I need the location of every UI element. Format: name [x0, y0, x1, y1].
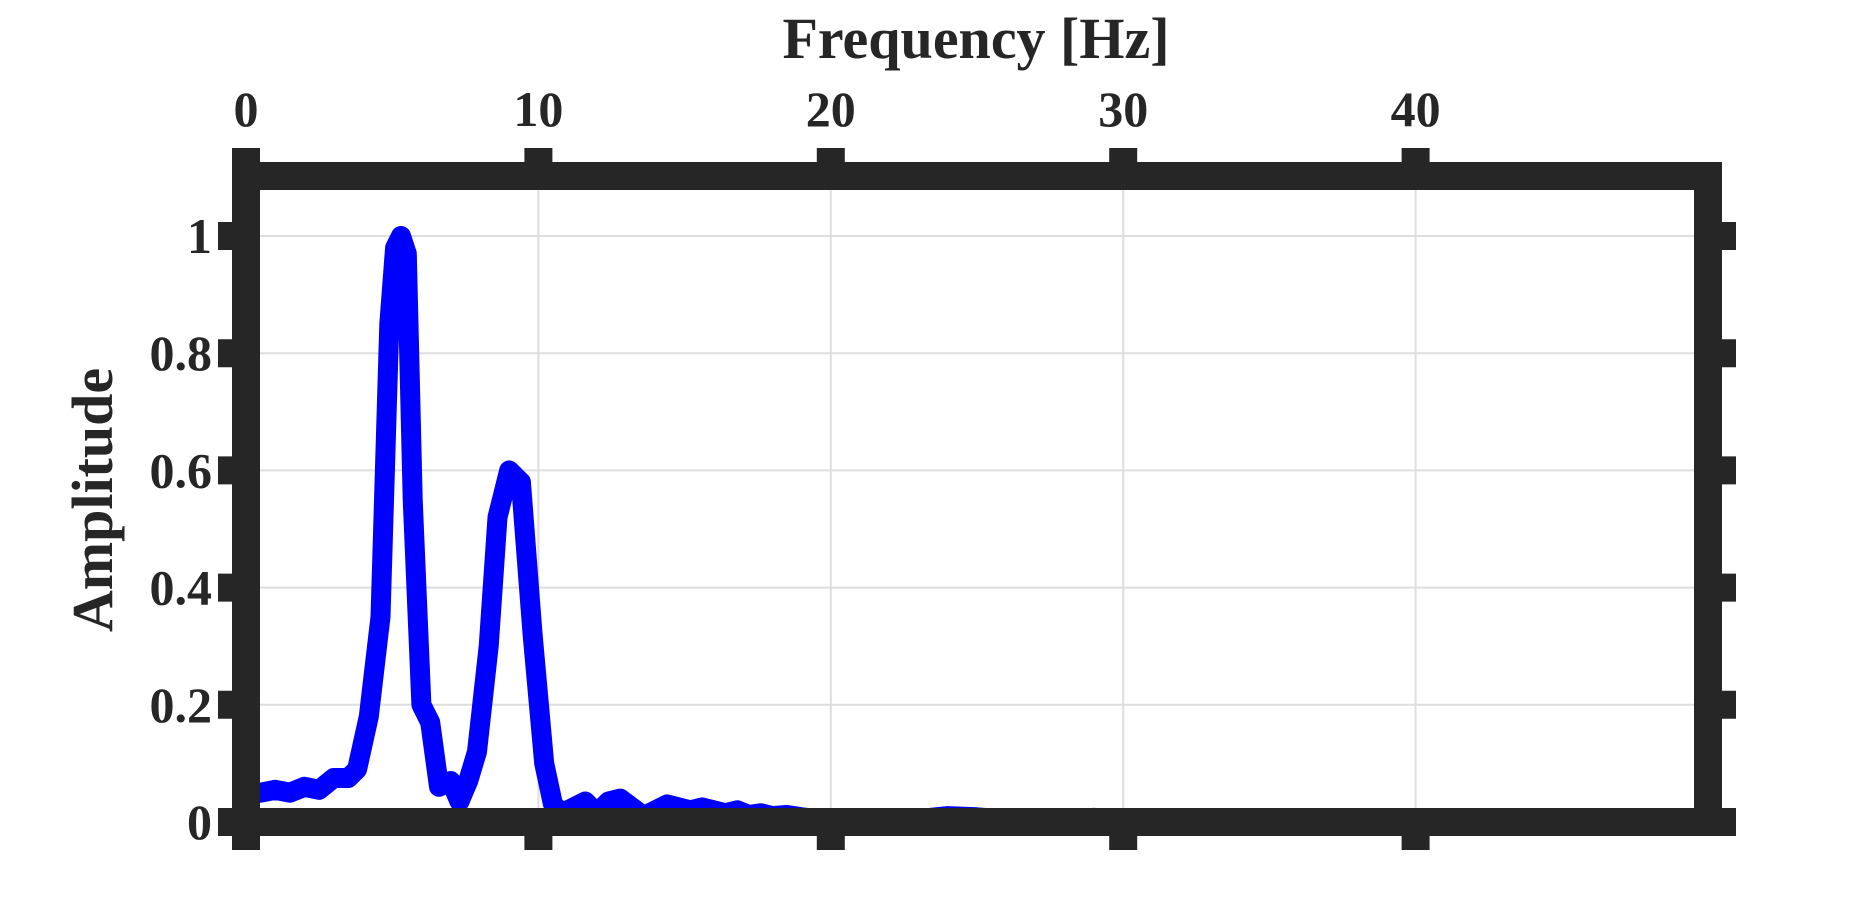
x-tick-label-0: 0: [234, 81, 259, 137]
y-tick-label-0: 0: [187, 794, 212, 850]
x-tick-label-2: 20: [806, 81, 856, 137]
axes-frame: [232, 162, 1722, 836]
y-tick-label-1: 0.2: [150, 677, 213, 733]
x-tick-label-3: 30: [1098, 81, 1148, 137]
y-tick-label-5: 1: [187, 208, 212, 264]
y-tick-labels: 0 0.2 0.4 0.6 0.8 1: [150, 208, 213, 850]
x-tick-label-4: 40: [1391, 81, 1441, 137]
y-tick-label-3: 0.6: [150, 442, 213, 498]
plot-frame: [232, 162, 1722, 836]
y-tick-label-4: 0.8: [150, 325, 213, 381]
x-tick-label-1: 10: [513, 81, 563, 137]
y-tick-label-2: 0.4: [150, 560, 213, 616]
x-axis-label: Frequency [Hz]: [782, 6, 1169, 71]
axis-ticks: [218, 148, 1736, 850]
y-axis-label: Amplitude: [60, 368, 125, 632]
x-tick-labels: 0 10 20 30 40: [234, 81, 1441, 137]
